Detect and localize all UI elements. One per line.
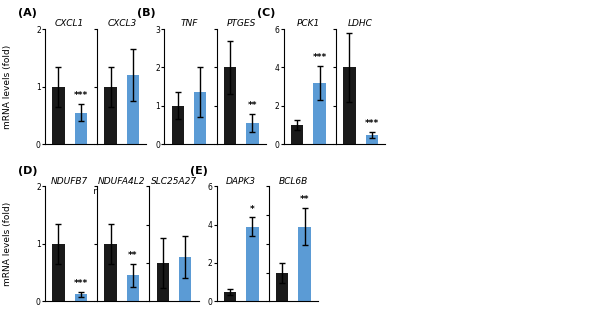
Bar (52, 87, 65, 144)
Bar (224, 292, 236, 301)
Bar (104, 87, 117, 144)
Bar (157, 263, 169, 301)
Title: NDUFA4L2: NDUFA4L2 (98, 177, 146, 186)
Bar (52, 244, 65, 301)
Text: *: * (250, 204, 255, 214)
Bar (246, 123, 259, 144)
Bar (172, 106, 184, 144)
Bar (246, 226, 259, 301)
Text: (D): (D) (18, 166, 37, 176)
Title: TNF: TNF (181, 19, 197, 29)
Bar (365, 135, 378, 144)
Bar (343, 67, 356, 144)
Title: PTGES: PTGES (227, 19, 256, 29)
Bar (224, 67, 236, 144)
Bar (291, 125, 304, 144)
Text: mRNA levels (fold): mRNA levels (fold) (2, 202, 12, 286)
Text: (B): (B) (137, 8, 156, 18)
Bar (74, 112, 87, 144)
Text: ***: *** (365, 120, 379, 128)
Text: (A): (A) (18, 8, 37, 18)
Bar (298, 226, 311, 301)
Legend: Follicular, Luteal: Follicular, Luteal (45, 184, 140, 200)
Title: LDHC: LDHC (348, 19, 373, 29)
Text: (E): (E) (190, 166, 208, 176)
Bar (127, 75, 139, 144)
Title: CXCL3: CXCL3 (107, 19, 136, 29)
Title: NDUFB7: NDUFB7 (51, 177, 88, 186)
Bar (276, 272, 289, 301)
Bar (179, 257, 191, 301)
Title: BCL6B: BCL6B (279, 177, 308, 186)
Bar (104, 244, 117, 301)
Bar (194, 92, 206, 144)
Bar (313, 83, 326, 144)
Text: (C): (C) (257, 8, 275, 18)
Title: PCK1: PCK1 (297, 19, 320, 29)
Text: ***: *** (74, 279, 88, 288)
Text: **: ** (128, 251, 138, 260)
Text: mRNA levels (fold): mRNA levels (fold) (2, 44, 12, 129)
Title: DAPK3: DAPK3 (226, 177, 256, 186)
Title: CXCL1: CXCL1 (55, 19, 84, 29)
Text: **: ** (300, 195, 310, 204)
Text: ***: *** (313, 53, 327, 62)
Bar (74, 295, 87, 301)
Title: SLC25A27: SLC25A27 (151, 177, 197, 186)
Text: **: ** (248, 101, 257, 110)
Bar (127, 275, 139, 301)
Text: ***: *** (74, 91, 88, 100)
